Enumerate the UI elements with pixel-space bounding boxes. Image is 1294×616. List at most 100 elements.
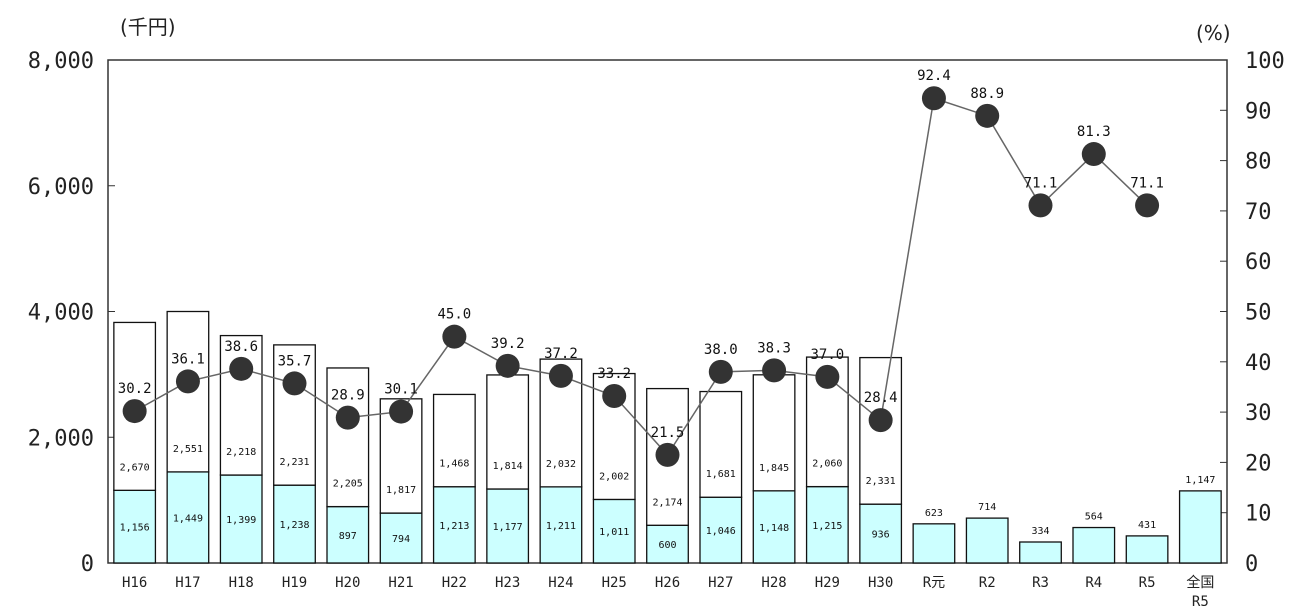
right-tick-label: 50 xyxy=(1245,301,1272,326)
ratio-point xyxy=(602,384,626,408)
lower-bar-label: 1,148 xyxy=(759,523,789,534)
right-tick-label: 20 xyxy=(1245,451,1272,476)
x-tick-label: R元 xyxy=(923,575,945,591)
right-tick-label: 60 xyxy=(1245,250,1272,275)
ratio-label: 45.0 xyxy=(437,307,471,323)
lower-bar-label: 431 xyxy=(1138,520,1156,531)
ratio-point xyxy=(869,408,893,432)
ratio-label: 38.6 xyxy=(224,339,258,355)
x-tick-label: H21 xyxy=(388,575,413,591)
ratio-point xyxy=(549,364,573,388)
ratio-label: 28.9 xyxy=(331,388,365,404)
upper-bar xyxy=(434,394,476,486)
lower-bar-label: 1,011 xyxy=(599,527,629,538)
lower-bar xyxy=(966,518,1008,563)
upper-bar-label: 2,174 xyxy=(652,497,682,508)
lower-bar-label: 1,046 xyxy=(706,526,736,537)
left-y-axis-ticks: 0 2,000 4,000 6,000 8,000 xyxy=(28,49,115,577)
upper-bar-label: 2,231 xyxy=(279,457,309,468)
lower-bar-label: 564 xyxy=(1085,512,1103,523)
ratio-label: 38.0 xyxy=(704,342,738,358)
lower-bar xyxy=(913,524,955,563)
lower-bar xyxy=(1126,536,1168,563)
ratio-label: 88.9 xyxy=(970,86,1004,102)
lower-bar-label: 1,211 xyxy=(546,521,576,532)
ratio-point xyxy=(1029,193,1053,217)
x-tick-label: H22 xyxy=(442,575,467,591)
ratio-point xyxy=(815,365,839,389)
ratio-label: 28.4 xyxy=(864,390,898,406)
lower-bar-label: 714 xyxy=(978,502,996,513)
lower-bar-label: 1,449 xyxy=(173,513,203,524)
ratio-label: 39.2 xyxy=(491,336,525,352)
ratio-label: 30.1 xyxy=(384,382,418,398)
ratio-point xyxy=(762,358,786,382)
lower-bar-label: 600 xyxy=(658,540,676,551)
x-tick-label: H26 xyxy=(655,575,680,591)
right-tick-label: 100 xyxy=(1245,49,1285,74)
lower-bar-label: 1,156 xyxy=(120,523,150,534)
x-tick-label: H19 xyxy=(282,575,307,591)
lower-bar-label: 1,215 xyxy=(812,521,842,532)
right-tick-label: 10 xyxy=(1245,502,1272,527)
x-tick-label: 全国 xyxy=(1186,574,1214,591)
lower-bar-label: 1,177 xyxy=(493,522,523,533)
ratio-label: 92.4 xyxy=(917,68,951,84)
ratio-label: 21.5 xyxy=(651,425,685,441)
left-axis-unit: (千円) xyxy=(120,15,176,39)
upper-bar-label: 2,670 xyxy=(120,462,150,473)
ratio-point xyxy=(1082,142,1106,166)
x-tick-label: H28 xyxy=(761,575,786,591)
ratio-point xyxy=(1135,193,1159,217)
left-tick-label: 4,000 xyxy=(28,301,94,326)
x-tick-label: R3 xyxy=(1032,575,1049,591)
lower-bar-label: 936 xyxy=(872,530,890,541)
ratio-label: 37.0 xyxy=(810,347,844,363)
x-tick-label: R5 xyxy=(1139,575,1156,591)
x-tick-label: H18 xyxy=(229,575,254,591)
ratio-label: 38.3 xyxy=(757,340,791,356)
upper-bar-label: 2,205 xyxy=(333,479,363,490)
x-axis-ticks: H16 H17 H18 H19 H20 H21 H22 H23 H24 H25 H26 H27 H28 H… xyxy=(122,574,1214,610)
lower-bar-label: 1,147 xyxy=(1185,475,1215,486)
ratio-point xyxy=(496,354,520,378)
upper-bar-label: 1,817 xyxy=(386,485,416,496)
x-tick-label: H30 xyxy=(868,575,893,591)
upper-bar-label: 2,060 xyxy=(812,459,842,470)
ratio-point xyxy=(229,357,253,381)
upper-bar xyxy=(700,392,742,498)
ratio-label: 81.3 xyxy=(1077,124,1111,140)
lower-bar-label: 897 xyxy=(339,531,357,542)
x-tick-label: R2 xyxy=(979,575,996,591)
right-axis-unit: (%) xyxy=(1196,21,1231,45)
lower-bar xyxy=(1073,528,1115,563)
x-tick-label: H23 xyxy=(495,575,520,591)
lower-bar xyxy=(1180,491,1222,563)
x-tick-label: H16 xyxy=(122,575,147,591)
right-tick-label: 30 xyxy=(1245,401,1272,426)
lower-bar-label: 794 xyxy=(392,534,410,545)
right-tick-label: 80 xyxy=(1245,150,1272,175)
ratio-label: 33.2 xyxy=(597,366,631,382)
upper-bar-label: 1,681 xyxy=(706,469,736,480)
ratio-point xyxy=(336,406,360,430)
ratio-label: 37.2 xyxy=(544,346,578,362)
ratio-label: 35.7 xyxy=(278,353,312,369)
lower-bar-label: 1,213 xyxy=(439,521,469,532)
lower-bar xyxy=(1020,542,1062,563)
ratio-label: 71.1 xyxy=(1024,175,1058,191)
lower-bar-label: 334 xyxy=(1031,526,1049,537)
right-tick-label: 40 xyxy=(1245,351,1272,376)
ratio-label: 30.2 xyxy=(118,381,152,397)
upper-bar-label: 2,002 xyxy=(599,471,629,482)
upper-bar-label: 1,845 xyxy=(759,463,789,474)
ratio-point xyxy=(283,371,307,395)
right-tick-label: 0 xyxy=(1245,552,1258,577)
x-tick-label: R4 xyxy=(1085,575,1102,591)
left-tick-label: 8,000 xyxy=(28,49,94,74)
lower-bar-label: 1,238 xyxy=(279,520,309,531)
upper-bar-label: 2,032 xyxy=(546,459,576,470)
ratio-point xyxy=(656,443,680,467)
lower-bar-label: 623 xyxy=(925,508,943,519)
